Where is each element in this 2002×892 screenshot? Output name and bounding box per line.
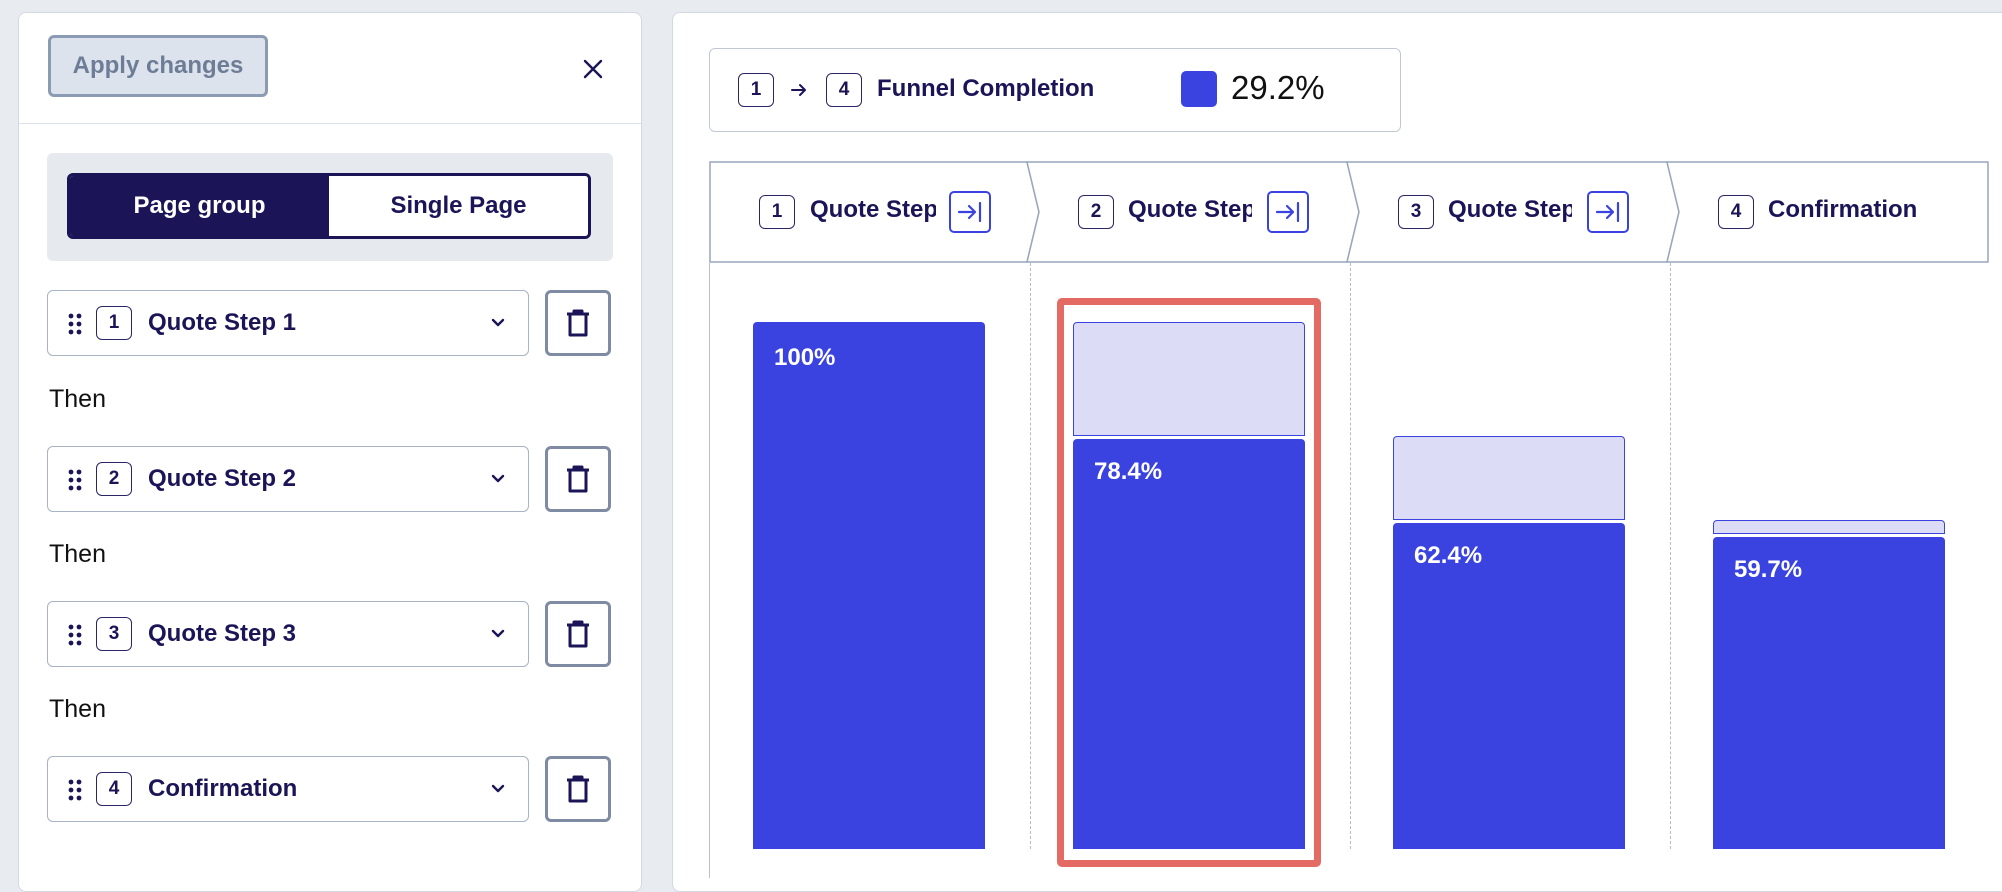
view-toggle: Page group Single Page xyxy=(67,173,591,239)
apply-changes-button[interactable]: Apply changes xyxy=(48,35,268,97)
bar-value-label: 100% xyxy=(774,344,836,371)
header-step-2[interactable]: 2 Quote Step 2 xyxy=(1029,161,1349,261)
funnel-completion-card: 1 4 Funnel Completion 29.2% xyxy=(709,48,1401,132)
dropoff-bar[interactable] xyxy=(1073,322,1305,436)
exit-arrow-icon xyxy=(1275,201,1300,223)
legend-swatch xyxy=(1181,71,1217,107)
trash-icon xyxy=(567,465,589,493)
view-toggle-container: Page group Single Page xyxy=(47,153,613,261)
conversion-bar[interactable] xyxy=(1393,523,1625,849)
funnel-step-row: 4 Confirmation xyxy=(47,756,613,822)
funnel-header-outline xyxy=(709,161,1989,263)
header-step-1[interactable]: 1 Quote Step 1 xyxy=(709,161,1029,261)
step-select[interactable]: 3 Quote Step 3 xyxy=(47,601,529,667)
column-divider xyxy=(1670,263,1671,849)
delete-step-button[interactable] xyxy=(545,756,611,822)
then-label: Then xyxy=(49,695,106,723)
header-step-4[interactable]: 4 Confirmation xyxy=(1669,161,1989,261)
funnel-step-row: 1 Quote Step 1 xyxy=(47,290,613,356)
bar-value-label: 59.7% xyxy=(1734,556,1803,584)
toggle-single-page[interactable]: Single Page xyxy=(329,176,588,236)
step-number-badge: 2 xyxy=(96,462,132,496)
drag-handle-icon[interactable] xyxy=(68,469,82,491)
step-number-badge: 3 xyxy=(1398,195,1434,229)
exit-arrow-icon xyxy=(1595,201,1620,223)
chevron-down-icon xyxy=(491,318,505,327)
chevron-down-icon xyxy=(491,474,505,483)
funnel-step-row: 3 Quote Step 3 xyxy=(47,601,613,667)
drag-handle-icon[interactable] xyxy=(68,779,82,801)
to-step-badge: 4 xyxy=(826,73,862,107)
drag-handle-icon[interactable] xyxy=(68,313,82,335)
funnel-completion-title: Funnel Completion xyxy=(877,75,1095,102)
header-step-label: Quote Step 2 xyxy=(1128,196,1252,223)
step-label: Quote Step 3 xyxy=(148,620,297,647)
step-label: Confirmation xyxy=(148,775,298,802)
delete-step-button[interactable] xyxy=(545,601,611,667)
bar-value-label: 62.4% xyxy=(1414,542,1483,570)
exit-arrow-icon xyxy=(957,201,982,223)
step-label: Quote Step 1 xyxy=(148,309,297,336)
column-divider xyxy=(1030,263,1031,849)
close-icon[interactable] xyxy=(581,57,605,81)
trash-icon xyxy=(567,775,589,803)
toggle-page-group[interactable]: Page group xyxy=(70,176,329,236)
trash-icon xyxy=(567,309,589,337)
step-select[interactable]: 4 Confirmation xyxy=(47,756,529,822)
step-number-badge: 4 xyxy=(1718,195,1754,229)
funnel-step-header: 1 Quote Step 1 2 Quote Step 2 3 Quote St… xyxy=(709,161,1989,263)
then-label: Then xyxy=(49,385,106,413)
exit-step-button[interactable] xyxy=(1587,191,1629,233)
header-step-label: Quote Step 1 xyxy=(810,196,936,223)
step-select[interactable]: 2 Quote Step 2 xyxy=(47,446,529,512)
column-divider xyxy=(1350,263,1351,849)
exit-step-button[interactable] xyxy=(949,191,991,233)
panel-header: Apply changes xyxy=(19,13,641,124)
step-number-badge: 3 xyxy=(96,617,132,651)
funnel-completion-value: 29.2% xyxy=(1231,69,1325,106)
drag-handle-icon[interactable] xyxy=(68,624,82,646)
conversion-bar[interactable] xyxy=(753,322,985,849)
trash-icon xyxy=(567,620,589,648)
header-step-3[interactable]: 3 Quote Step 3 xyxy=(1349,161,1669,261)
conversion-bar[interactable] xyxy=(1713,537,1945,849)
chevron-down-icon xyxy=(491,784,505,793)
funnel-settings-panel: Apply changes Page group Single Page 1 Q… xyxy=(18,12,642,892)
header-step-label: Quote Step 3 xyxy=(1448,196,1572,223)
funnel-bar-chart: 100% 78.4% 62.4% 59.7% xyxy=(709,263,1990,878)
dropoff-bar[interactable] xyxy=(1393,435,1625,521)
delete-step-button[interactable] xyxy=(545,290,611,356)
step-select[interactable]: 1 Quote Step 1 xyxy=(47,290,529,356)
step-number-badge: 1 xyxy=(96,306,132,340)
header-step-label: Confirmation xyxy=(1768,196,1918,223)
exit-step-button[interactable] xyxy=(1267,191,1309,233)
delete-step-button[interactable] xyxy=(545,446,611,512)
then-label: Then xyxy=(49,540,106,568)
step-number-badge: 1 xyxy=(759,195,795,229)
chevron-down-icon xyxy=(491,629,505,638)
funnel-step-row: 2 Quote Step 2 xyxy=(47,446,613,512)
bar-value-label: 78.4% xyxy=(1094,457,1163,485)
dropoff-bar[interactable] xyxy=(1713,520,1945,535)
conversion-bar[interactable] xyxy=(1073,438,1305,849)
arrow-right-icon xyxy=(791,84,806,96)
from-step-badge: 1 xyxy=(738,73,774,107)
highlight-box xyxy=(1057,298,1321,867)
step-number-badge: 4 xyxy=(96,772,132,806)
step-number-badge: 2 xyxy=(1078,195,1114,229)
step-label: Quote Step 2 xyxy=(148,465,297,492)
